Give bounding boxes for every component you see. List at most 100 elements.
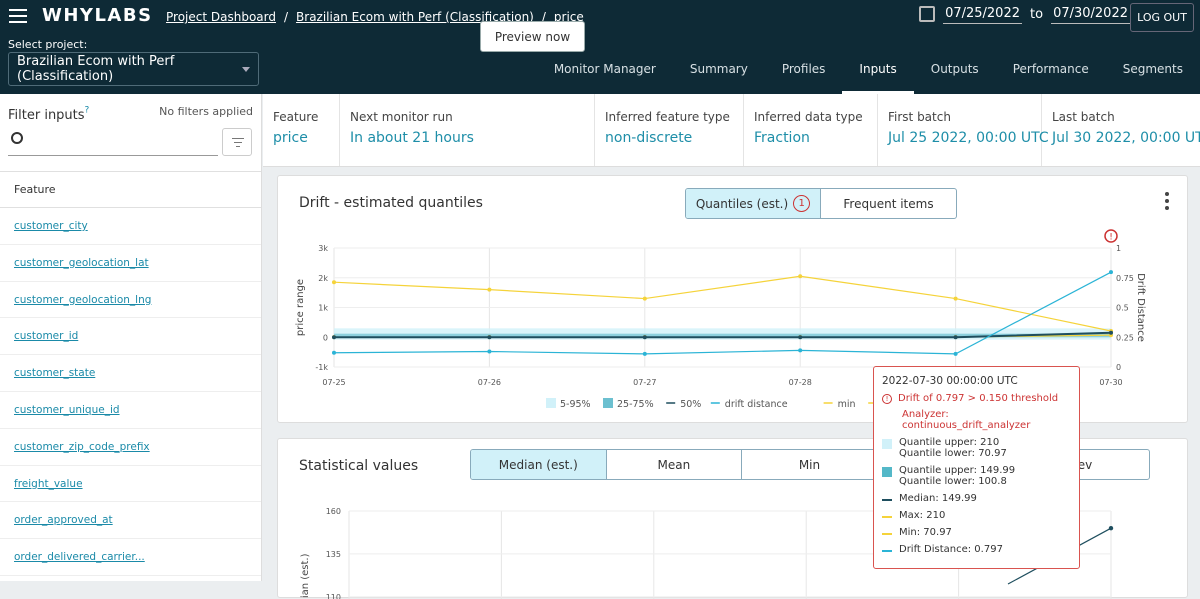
legend-label: 25-75% xyxy=(617,399,654,410)
chevron-down-icon xyxy=(242,66,250,72)
tab-profiles[interactable]: Profiles xyxy=(781,62,826,76)
tooltip-row: Median: 149.99 xyxy=(882,493,1071,504)
data-point xyxy=(642,351,647,356)
breadcrumb-project[interactable]: Brazilian Ecom with Perf (Classification… xyxy=(296,10,534,24)
feature-item[interactable]: customer_unique_id xyxy=(0,392,261,429)
y-tick-label: 110 xyxy=(326,593,341,599)
legend-label: 50% xyxy=(680,399,701,410)
search-input[interactable] xyxy=(8,128,218,156)
next-run-value: In about 21 hours xyxy=(350,130,474,146)
last-batch-cell: Last batch Jul 30 2022, 00:00 UTC xyxy=(1052,110,1200,146)
feature-item[interactable]: order_delivered_carrier... xyxy=(0,539,261,576)
tooltip-row: Quantile upper: 149.99 Quantile lower: 10… xyxy=(882,465,1071,487)
y-tick-label: 3k xyxy=(318,244,328,253)
feature-item[interactable]: customer_state xyxy=(0,355,261,392)
y2-tick-label: 0 xyxy=(1116,363,1121,372)
top-bar: WHYLABS Project Dashboard / Brazilian Ec… xyxy=(0,0,1200,94)
next-run-cell: Next monitor run In about 21 hours xyxy=(340,94,595,166)
filter-button[interactable] xyxy=(222,128,252,156)
y2-tick-label: 1 xyxy=(1116,244,1121,253)
whylabs-logo[interactable]: WHYLABS xyxy=(42,5,153,26)
x-tick-label: 07-30 xyxy=(1099,378,1122,387)
tab-segments[interactable]: Segments xyxy=(1122,62,1183,76)
x-tick-label: 07-27 xyxy=(633,378,656,387)
logout-button[interactable]: LOG OUT xyxy=(1130,3,1194,32)
y-tick-label: 0 xyxy=(323,333,328,342)
feature-item[interactable]: customer_geolocation_lat xyxy=(0,245,261,282)
legend-label: drift distance xyxy=(725,399,788,410)
help-icon[interactable]: ? xyxy=(84,105,90,116)
tab-mean[interactable]: Mean xyxy=(607,450,743,479)
feature-item[interactable]: customer_zip_code_prefix xyxy=(0,429,261,466)
breadcrumb-project-dashboard[interactable]: Project Dashboard xyxy=(166,10,276,24)
data-type-cell: Inferred data type Fraction xyxy=(744,94,878,166)
tab-monitor-manager[interactable]: Monitor Manager xyxy=(553,62,656,76)
no-filters-label: No filters applied xyxy=(159,105,253,118)
feature-column-header: Feature xyxy=(0,172,261,208)
more-options-icon[interactable] xyxy=(1165,192,1169,213)
band-25-75 xyxy=(334,333,1111,338)
feature-info-row: Feature price Next monitor run In about … xyxy=(263,94,1200,167)
filter-panel: Filter inputs? No filters applied Featur… xyxy=(0,94,262,581)
data-point xyxy=(798,274,803,279)
y2-tick-label: 0.75 xyxy=(1116,274,1134,283)
feature-item[interactable]: customer_geolocation_lng xyxy=(0,282,261,319)
feature-item[interactable]: freight_value xyxy=(0,466,261,503)
feature-cell: Feature price xyxy=(263,94,340,166)
tab-performance[interactable]: Performance xyxy=(1012,62,1089,76)
y-axis-label: dian (est.) xyxy=(300,553,311,599)
legend-label: 5-95% xyxy=(560,399,591,410)
chart-tooltip: 2022-07-30 00:00:00 UTC ! Drift of 0.797 … xyxy=(873,366,1080,569)
stats-card-title: Statistical values xyxy=(299,458,419,474)
y2-axis-label: Drift Distance xyxy=(1135,273,1146,342)
y-tick-label: 135 xyxy=(326,550,341,559)
feature-type-value: non-discrete xyxy=(605,130,693,146)
data-point xyxy=(332,280,336,285)
date-from-input[interactable]: 07/25/2022 xyxy=(943,4,1022,24)
date-to-label: to xyxy=(1030,6,1044,22)
tab-outputs[interactable]: Outputs xyxy=(930,62,979,76)
legend-swatch xyxy=(603,398,613,408)
tooltip-row: Quantile upper: 210 Quantile lower: 70.97 xyxy=(882,437,1071,459)
project-select[interactable]: Brazilian Ecom with Perf (Classification… xyxy=(8,52,259,86)
last-batch-value: Jul 30 2022, 00:00 UTC xyxy=(1052,130,1200,146)
tab-frequent-items[interactable]: Frequent items xyxy=(843,196,934,211)
alert-count-badge: 1 xyxy=(793,195,811,212)
tab-quantiles[interactable]: Quantiles (est.) 1 xyxy=(686,189,821,218)
data-point xyxy=(1109,330,1113,335)
date-to-input[interactable]: 07/30/2022 xyxy=(1051,4,1130,24)
tab-median[interactable]: Median (est.) xyxy=(471,450,607,479)
tooltip-date: 2022-07-30 00:00:00 UTC xyxy=(882,375,1018,387)
first-batch-value: Jul 25 2022, 00:00 UTC xyxy=(888,130,1049,146)
data-point xyxy=(1109,270,1113,275)
y-tick-label: 1k xyxy=(318,304,328,313)
feature-item[interactable]: order_approved_at xyxy=(0,502,261,540)
date-range: 07/25/2022 to 07/30/2022 xyxy=(919,4,1130,24)
series-line-0 xyxy=(333,275,1112,332)
feature-item[interactable]: customer_id xyxy=(0,318,261,356)
tooltip-row: Drift Distance: 0.797 xyxy=(882,544,1071,555)
data-point xyxy=(642,335,647,340)
drift-card-title: Drift - estimated quantiles xyxy=(299,195,483,211)
feature-item[interactable]: customer_city xyxy=(0,208,261,245)
preview-now-button[interactable]: Preview now xyxy=(480,21,585,52)
tab-summary[interactable]: Summary xyxy=(689,62,748,76)
nav-tabs: Monitor Manager Summary Profiles Inputs … xyxy=(537,62,1200,94)
select-project-label: Select project: xyxy=(8,38,88,51)
feature-type-cell: Inferred feature type non-discrete xyxy=(595,94,744,166)
y2-tick-label: 0.25 xyxy=(1116,333,1134,342)
menu-icon[interactable] xyxy=(9,9,27,23)
first-batch-cell: First batch Jul 25 2022, 00:00 UTC xyxy=(878,94,1049,166)
anomaly-icon xyxy=(1104,229,1118,243)
y-tick-label: 160 xyxy=(326,507,341,516)
search-icon xyxy=(11,132,23,144)
breadcrumb-feature: price xyxy=(553,10,584,24)
calendar-icon[interactable] xyxy=(919,6,936,22)
data-point xyxy=(1108,525,1114,531)
feature-value: price xyxy=(273,130,308,146)
filter-inputs-title: Filter inputs xyxy=(8,108,85,123)
series-line-3 xyxy=(333,271,1112,355)
tab-inputs[interactable]: Inputs xyxy=(842,62,914,94)
alert-icon: ! xyxy=(882,394,892,404)
y-tick-label: 2k xyxy=(318,274,328,283)
